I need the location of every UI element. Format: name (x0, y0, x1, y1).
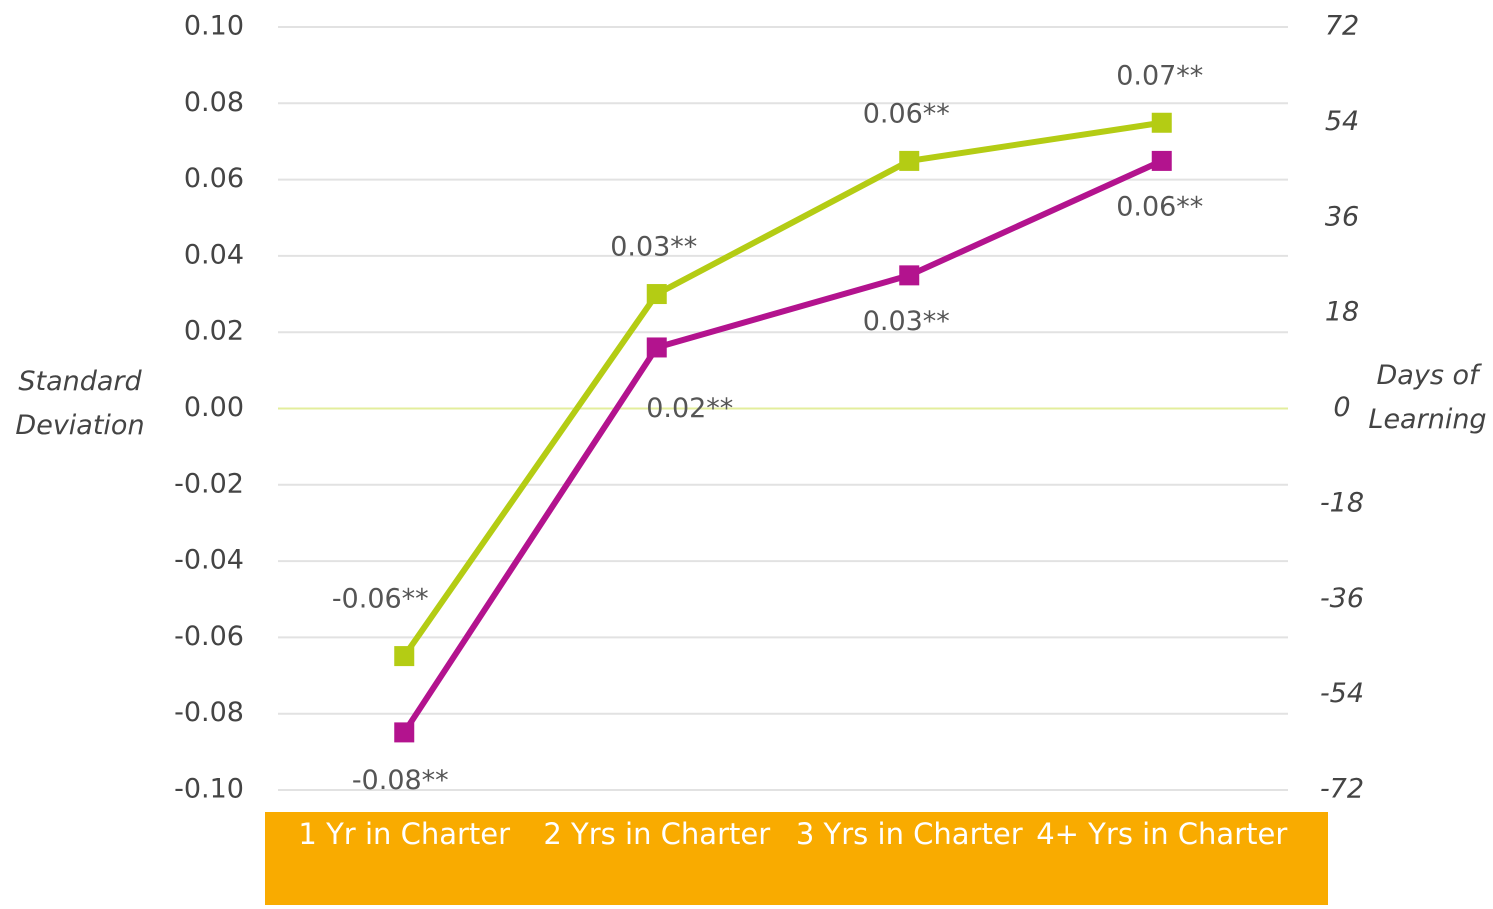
y-axis-label: Standard Deviation (15, 366, 145, 441)
y-tick-label: -0.10 (174, 774, 244, 805)
y-tick-label: 0.04 (184, 239, 244, 270)
marker (899, 265, 920, 286)
y2-tick-label: -72 (1320, 774, 1364, 805)
x-tick-label: 4+ Yrs in Charter (1036, 817, 1287, 851)
series-line (401, 158, 1163, 735)
y-tick-label: -0.02 (174, 468, 244, 499)
marker (646, 337, 667, 358)
value-label: 0.06** (863, 98, 950, 129)
x-tick-label: 2 Yrs in Charter (543, 817, 770, 851)
y2-tick-label: 0 (1333, 392, 1350, 423)
marker (1151, 112, 1172, 133)
category-band (265, 812, 1328, 905)
y-tick-label: -0.04 (174, 545, 244, 576)
y-tick-label: -0.06 (174, 621, 244, 652)
x-tick-label: 3 Yrs in Charter (796, 817, 1023, 851)
y-tick-label: -0.08 (174, 697, 244, 728)
x-tick-label: 1 Yr in Charter (298, 817, 510, 851)
marker (394, 722, 415, 743)
value-label: 0.03** (863, 306, 950, 337)
y-tick-label: 0.10 (184, 11, 244, 42)
marker (394, 646, 415, 667)
value-label: 0.03** (610, 232, 697, 263)
y2-tick-label: 18 (1325, 297, 1359, 328)
y2-tick-label: -18 (1320, 487, 1364, 518)
y-tick-label: 0.08 (184, 87, 244, 118)
value-label: -0.06** (332, 584, 429, 615)
marker (1151, 150, 1172, 171)
y2-axis-label: Days of Learning (1368, 360, 1487, 435)
value-label: 0.02** (646, 393, 733, 424)
marker (646, 284, 667, 305)
y2-tick-label: 54 (1325, 106, 1359, 137)
y-tick-label: 0.00 (184, 392, 244, 423)
y-tick-label: 0.02 (184, 316, 244, 347)
value-label: 0.06** (1116, 191, 1203, 222)
series-line (401, 119, 1163, 658)
value-label: -0.08** (352, 765, 449, 796)
marker (899, 150, 920, 171)
y2-tick-label: 72 (1325, 11, 1359, 42)
y-tick-label: 0.06 (184, 163, 244, 194)
y2-tick-label: 36 (1325, 201, 1359, 232)
y2-tick-label: -54 (1320, 678, 1364, 709)
value-label: 0.07** (1116, 60, 1203, 91)
y2-tick-label: -36 (1320, 583, 1364, 614)
